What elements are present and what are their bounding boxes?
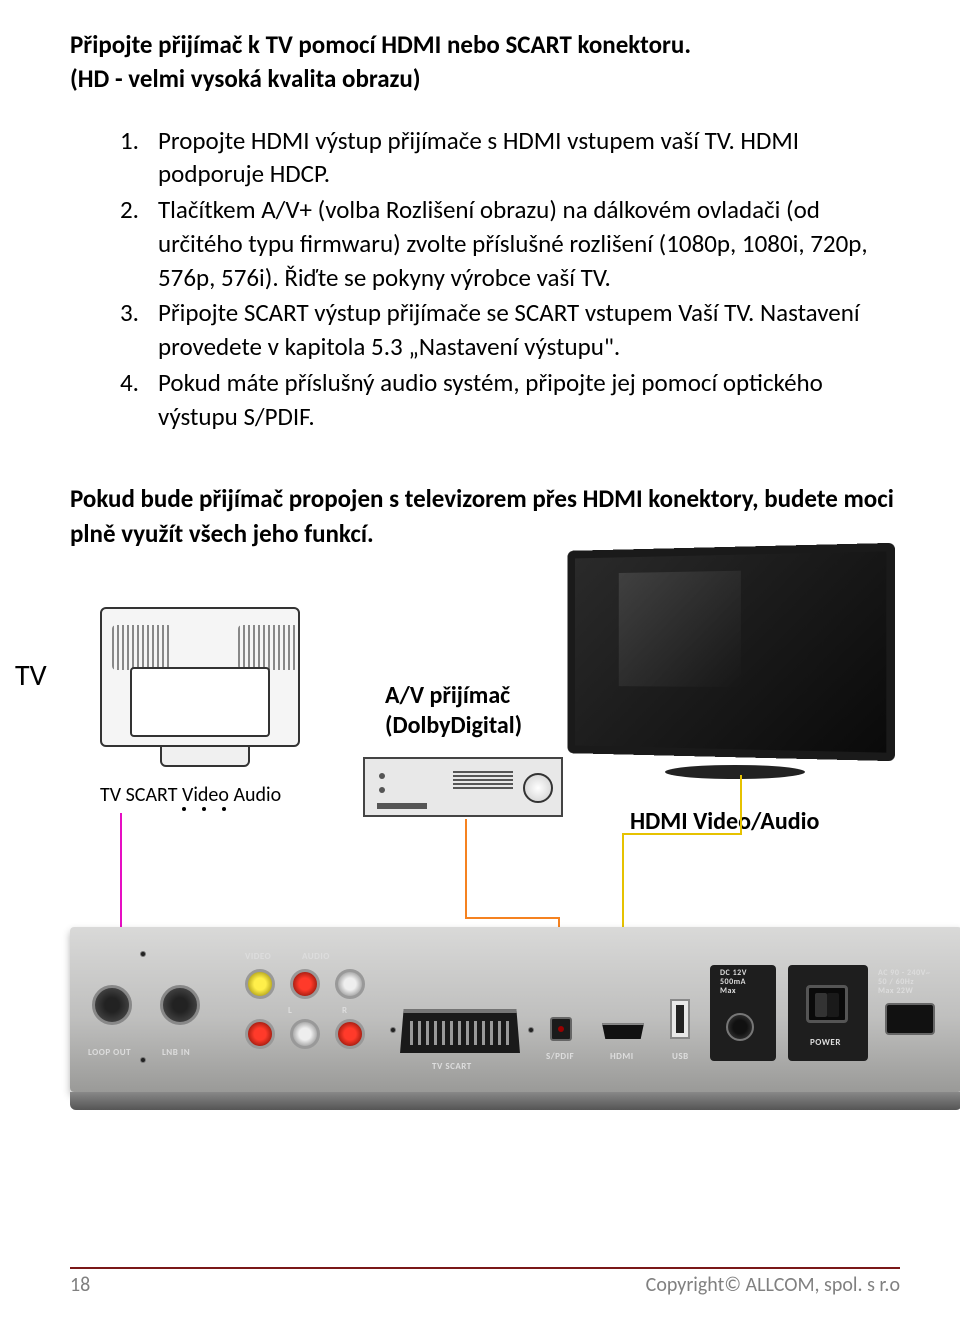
caption-dots [182,807,226,811]
instruction-list: 1. Propojte HDMI výstup přijímače s HDMI… [70,124,900,434]
list-item: 2. Tlačítkem A/V+ (volba Rozlišení obraz… [120,193,900,294]
heading-line1: Připojte přijímač k TV pomocí HDMI nebo … [70,28,900,62]
hdmi-line [740,775,742,835]
port-label-video: VIDEO [245,951,271,962]
list-item: 3. Připojte SCART výstup přijímače se SC… [120,296,900,364]
port-label-ac: AC 90 - 240V~ 50 / 60Hz Max 22W [878,969,930,995]
list-text: Pokud máte příslušný audio systém, připo… [158,366,900,434]
receiver-rear-panel: LOOP OUT LNB IN VIDEO AUDIO L R TV SCART… [70,927,960,1092]
av-label-line2: (DolbyDigital) [385,711,522,741]
heading-line2: (HD - velmi vysoká kvalita obrazu) [70,62,900,96]
hdmi-port [602,1023,644,1039]
flat-tv-icon [560,547,910,797]
spdif-port [550,1017,572,1041]
page-number: 18 [70,1273,90,1297]
usb-port [670,999,690,1039]
list-text: Propojte HDMI výstup přijímače s HDMI vs… [158,124,900,192]
list-number: 1. [120,124,158,192]
port-label-spdif: S/PDIF [546,1051,574,1062]
port-label-lnbin: LNB IN [162,1047,190,1058]
port-label-usb: USB [672,1051,689,1062]
hdmi-caption: HDMI Video/Audio [630,807,819,836]
list-number: 2. [120,193,158,294]
hdmi-line [622,833,742,835]
av-receiver-icon [363,757,563,817]
port-label-loopout: LOOP OUT [88,1047,131,1058]
power-switch [806,985,848,1023]
ac-inlet [885,1003,935,1035]
list-text: Tlačítkem A/V+ (volba Rozlišení obrazu) … [158,193,900,294]
crt-tv-icon [100,607,310,777]
list-item: 4. Pokud máte příslušný audio systém, př… [120,366,900,434]
list-item: 1. Propojte HDMI výstup přijímače s HDMI… [120,124,900,192]
list-number: 3. [120,296,158,364]
list-number: 4. [120,366,158,434]
av-label-line1: A/V přijímač [385,681,522,711]
copyright-text: Copyright© ALLCOM, spol. s r.o [646,1273,900,1297]
port-label-dc: DC 12V 500mA Max [720,969,747,995]
port-label-l: L [288,1005,292,1016]
scart-port [400,1009,520,1053]
port-label-power: POWER [810,1037,841,1048]
footer-rule [70,1267,900,1269]
receiver-base [70,1092,960,1110]
port-label-hdmi: HDMI [610,1051,634,1062]
note-paragraph: Pokud bude přijímač propojen s televizor… [70,481,900,551]
av-receiver-label: A/V přijímač (DolbyDigital) [385,681,522,741]
port-label-audio: AUDIO [302,951,330,962]
spdif-line [465,819,467,919]
scart-caption: TV SCART Video Audio [100,783,281,807]
connection-diagram: TV TV SCART Video Audio A/V přijímač (Do… [70,597,900,1027]
list-text: Připojte SCART výstup přijímače se SCART… [158,296,900,364]
page-footer: 18 Copyright© ALLCOM, spol. s r.o [70,1267,900,1297]
port-label-r: R [342,1005,348,1016]
spdif-line [465,917,560,919]
port-label-tvscart: TV SCART [432,1061,472,1072]
tv-label: TV [15,657,47,694]
section-heading: Připojte přijímač k TV pomocí HDMI nebo … [70,28,900,96]
